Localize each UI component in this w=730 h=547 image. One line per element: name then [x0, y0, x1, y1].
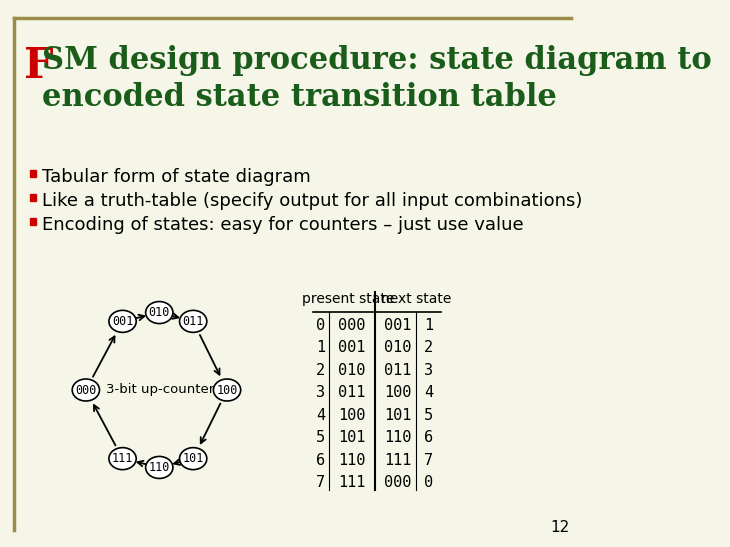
Text: 111: 111: [384, 453, 412, 468]
Text: 101: 101: [384, 408, 412, 423]
Bar: [31, 218, 36, 225]
Text: 011: 011: [384, 363, 412, 378]
Text: 4: 4: [316, 408, 326, 423]
Text: 6: 6: [316, 453, 326, 468]
Ellipse shape: [72, 379, 99, 401]
Text: SM design procedure: state diagram to
encoded state transition table: SM design procedure: state diagram to en…: [42, 45, 712, 113]
Ellipse shape: [213, 379, 241, 401]
Text: Encoding of states: easy for counters – just use value: Encoding of states: easy for counters – …: [42, 216, 523, 234]
Text: 4: 4: [424, 385, 433, 400]
Ellipse shape: [180, 310, 207, 333]
Text: 7: 7: [424, 453, 433, 468]
Text: 010: 010: [149, 306, 170, 319]
Text: 000: 000: [75, 383, 96, 397]
Text: 100: 100: [216, 383, 238, 397]
Text: 111: 111: [112, 452, 134, 465]
Text: 001: 001: [384, 318, 412, 333]
Text: Like a truth-table (specify output for all input combinations): Like a truth-table (specify output for a…: [42, 192, 582, 210]
Text: 3: 3: [316, 385, 326, 400]
Text: 000: 000: [338, 318, 365, 333]
Text: 3-bit up-counter: 3-bit up-counter: [107, 383, 215, 397]
Text: 5: 5: [316, 430, 326, 445]
Text: 1: 1: [316, 340, 326, 355]
Text: 101: 101: [338, 430, 365, 445]
Text: 010: 010: [338, 363, 365, 378]
Text: 111: 111: [338, 475, 365, 490]
Text: 6: 6: [424, 430, 433, 445]
Text: 100: 100: [338, 408, 365, 423]
Text: F: F: [24, 45, 53, 87]
Bar: [31, 194, 36, 201]
Text: Tabular form of state diagram: Tabular form of state diagram: [42, 168, 310, 186]
Text: 000: 000: [384, 475, 412, 490]
Text: 2: 2: [316, 363, 326, 378]
Text: 5: 5: [424, 408, 433, 423]
Text: 110: 110: [384, 430, 412, 445]
Text: 110: 110: [149, 461, 170, 474]
Text: next state: next state: [381, 292, 452, 306]
Ellipse shape: [146, 456, 173, 479]
Ellipse shape: [109, 447, 137, 470]
Text: 0: 0: [316, 318, 326, 333]
Text: 101: 101: [182, 452, 204, 465]
Text: 011: 011: [338, 385, 365, 400]
Text: 0: 0: [424, 475, 433, 490]
Text: 7: 7: [316, 475, 326, 490]
Text: 12: 12: [550, 520, 569, 535]
Bar: [31, 170, 36, 177]
Text: 2: 2: [424, 340, 433, 355]
Text: 001: 001: [338, 340, 365, 355]
Text: 010: 010: [384, 340, 412, 355]
Text: 1: 1: [424, 318, 433, 333]
Text: 011: 011: [182, 315, 204, 328]
Text: 3: 3: [424, 363, 433, 378]
Text: 001: 001: [112, 315, 134, 328]
Ellipse shape: [180, 447, 207, 470]
Text: present state: present state: [302, 292, 394, 306]
Ellipse shape: [146, 301, 173, 324]
Text: 110: 110: [338, 453, 365, 468]
Text: 100: 100: [384, 385, 412, 400]
Ellipse shape: [109, 310, 137, 333]
